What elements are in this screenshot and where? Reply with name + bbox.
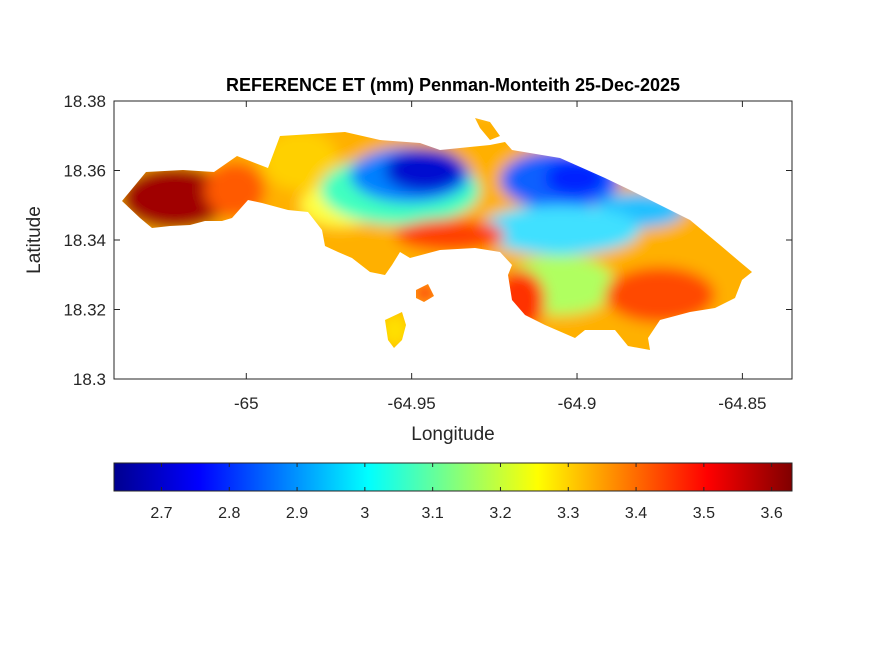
colorbar-tick-label: 2.7 <box>150 505 172 522</box>
x-axis-label: Longitude <box>411 424 494 445</box>
x-tick-label: -64.9 <box>558 394 597 413</box>
colorbar-tick-label: 2.9 <box>286 505 308 522</box>
chart-title: REFERENCE ET (mm) Penman-Monteith 25-Dec… <box>226 75 680 95</box>
colorbar-tick-label: 3.1 <box>422 505 444 522</box>
colorbar-tick-label: 3.3 <box>557 505 579 522</box>
colorbar-tick-label: 3.5 <box>693 505 715 522</box>
colorbar-tick-label: 3 <box>360 505 369 522</box>
colorbar-tick-label: 2.8 <box>218 505 240 522</box>
x-tick-label: -64.95 <box>388 394 436 413</box>
colorbar-tick-label: 3.4 <box>625 505 647 522</box>
x-tick-label: -65 <box>234 394 259 413</box>
y-tick-label: 18.38 <box>63 92 106 111</box>
colorbar <box>114 463 792 491</box>
colorbar-axis: 2.7 2.8 2.9 3 3.1 3.2 3.3 3.4 3.5 3.6 <box>150 463 783 522</box>
colorbar-tick-label: 3.2 <box>489 505 511 522</box>
y-axis: 18.3 18.32 18.34 18.36 18.38 <box>63 92 792 389</box>
colorbar-frame <box>113 462 793 492</box>
y-tick-label: 18.36 <box>63 162 106 181</box>
y-tick-label: 18.3 <box>73 370 106 389</box>
x-tick-label: -64.85 <box>718 394 766 413</box>
y-axis-label: Latitude <box>24 206 45 274</box>
x-axis: -65 -64.95 -64.9 -64.85 <box>234 101 766 413</box>
y-tick-label: 18.32 <box>63 301 106 320</box>
colorbar-tick-label: 3.6 <box>761 505 783 522</box>
y-tick-label: 18.34 <box>63 231 106 250</box>
